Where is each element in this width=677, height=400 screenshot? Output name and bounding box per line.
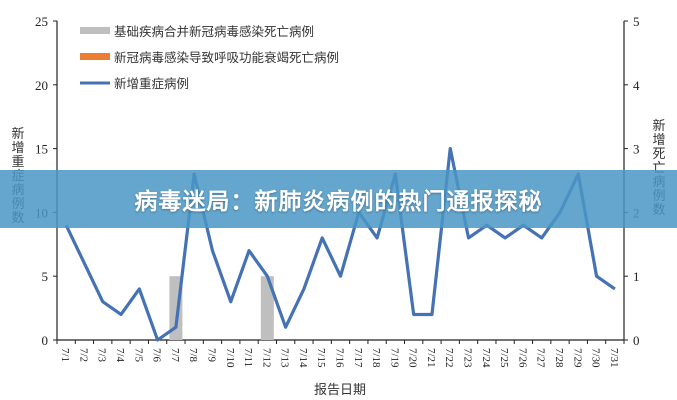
x-tick-label: 7/29 xyxy=(571,348,583,368)
x-tick-label: 7/24 xyxy=(480,348,492,368)
x-tick-label: 7/1 xyxy=(59,348,71,362)
y-tick-label-left: 25 xyxy=(35,14,48,29)
x-tick-label: 7/11 xyxy=(242,348,254,367)
x-tick-label: 7/19 xyxy=(388,348,400,368)
bar xyxy=(260,276,274,340)
legend-swatch xyxy=(80,53,110,60)
legend-label: 新增重症病例 xyxy=(114,76,189,91)
x-tick-label: 7/12 xyxy=(260,348,272,368)
legend-swatch xyxy=(80,27,110,34)
x-tick-label: 7/25 xyxy=(498,348,510,368)
x-tick-label: 7/6 xyxy=(151,348,163,363)
y-tick-label-left: 15 xyxy=(35,142,48,157)
x-tick-label: 7/31 xyxy=(608,348,620,368)
y-tick-label-left: 0 xyxy=(42,333,49,348)
x-tick-label: 7/4 xyxy=(114,348,126,363)
title-banner: 病毒迷局：新肺炎病例的热门通报探秘 xyxy=(0,170,677,228)
x-tick-label: 7/30 xyxy=(590,348,602,368)
x-tick-label: 7/23 xyxy=(462,348,474,368)
x-tick-label: 7/16 xyxy=(334,348,346,368)
x-tick-label: 7/13 xyxy=(279,348,291,368)
y-tick-label-right: 4 xyxy=(633,78,640,93)
x-tick-label: 7/9 xyxy=(205,348,217,363)
y-tick-label-right: 3 xyxy=(633,142,640,157)
y-tick-label-left: 20 xyxy=(35,78,48,93)
x-tick-label: 7/22 xyxy=(443,348,455,368)
x-tick-label: 7/14 xyxy=(297,348,309,368)
y-tick-label-right: 1 xyxy=(633,269,640,284)
x-tick-label: 7/18 xyxy=(370,348,382,368)
x-tick-label: 7/10 xyxy=(224,348,236,368)
x-tick-label: 7/5 xyxy=(132,348,144,363)
y-tick-label-left: 5 xyxy=(42,269,49,284)
x-axis-label: 报告日期 xyxy=(314,383,367,398)
legend-label: 新冠病毒感染导致呼吸功能衰竭死亡病例 xyxy=(114,50,339,65)
y-tick-label-right: 5 xyxy=(633,14,640,29)
x-tick-label: 7/28 xyxy=(553,348,565,368)
x-tick-label: 7/27 xyxy=(535,348,547,368)
legend-label: 基础疾病合并新冠病毒感染死亡病例 xyxy=(114,24,314,39)
banner-title: 病毒迷局：新肺炎病例的热门通报探秘 xyxy=(134,189,543,215)
x-tick-label: 7/21 xyxy=(425,348,437,368)
x-tick-label: 7/20 xyxy=(407,348,419,368)
x-tick-label: 7/7 xyxy=(169,348,181,363)
y-tick-label-right: 0 xyxy=(633,333,640,348)
x-tick-label: 7/15 xyxy=(315,348,327,368)
x-tick-label: 7/26 xyxy=(516,348,528,368)
x-tick-label: 7/2 xyxy=(77,348,89,362)
x-tick-label: 7/8 xyxy=(187,348,199,363)
x-tick-label: 7/17 xyxy=(352,348,364,368)
x-tick-label: 7/3 xyxy=(96,348,108,363)
